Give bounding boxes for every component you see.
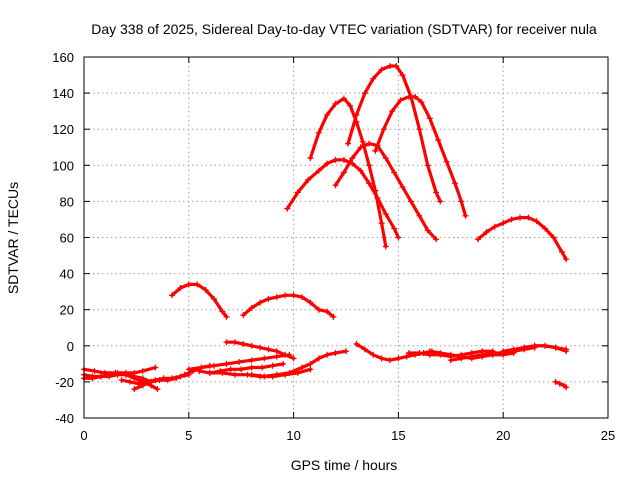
data-point-markers	[475, 214, 570, 263]
series-track-8	[475, 214, 570, 263]
series-track-25	[552, 378, 570, 391]
x-tick-label: 15	[391, 428, 405, 443]
x-axis-label: GPS time / hours	[291, 457, 398, 473]
x-tick-label: 25	[601, 428, 615, 443]
y-tick-label: 100	[52, 158, 74, 173]
series-track-24	[500, 342, 570, 355]
axes: 0 5 10 15 20 25 -40 -20 0 20 40 60 80 100 120 140 160	[52, 50, 615, 443]
data-point-markers	[332, 140, 440, 243]
data-point-markers	[372, 93, 469, 219]
series-line	[553, 380, 568, 389]
series-track-5	[332, 140, 440, 243]
y-tick-label: 40	[60, 267, 74, 282]
data-point-markers	[169, 281, 230, 320]
series-line	[250, 349, 348, 379]
y-tick-label: 160	[52, 50, 74, 65]
y-tick-label: -20	[55, 375, 74, 390]
data-point-markers	[240, 292, 337, 320]
series-track-3	[372, 93, 469, 219]
series-track-6	[169, 281, 230, 320]
series-track-2	[345, 63, 444, 205]
data-series	[81, 63, 570, 393]
data-point-markers	[284, 156, 402, 241]
y-tick-label: -40	[55, 411, 74, 426]
y-tick-label: 0	[67, 339, 74, 354]
data-point-markers	[500, 342, 570, 355]
x-tick-label: 0	[80, 428, 87, 443]
series-track-7	[240, 292, 337, 320]
series-track-18	[248, 348, 349, 380]
series-line	[476, 216, 568, 261]
data-point-markers	[185, 351, 293, 373]
x-tick-label: 5	[185, 428, 192, 443]
y-tick-label: 60	[60, 231, 74, 246]
data-point-markers	[307, 95, 389, 250]
series-track-4	[284, 156, 402, 241]
y-tick-label: 120	[52, 122, 74, 137]
chart-title: Day 338 of 2025, Sidereal Day-to-day VTE…	[91, 21, 597, 37]
series-line	[285, 158, 400, 240]
x-tick-label: 20	[496, 428, 510, 443]
y-tick-label: 80	[60, 194, 74, 209]
series-track-15	[185, 351, 293, 373]
y-tick-label: 140	[52, 86, 74, 101]
data-point-markers	[248, 348, 349, 380]
plot-frame	[83, 56, 609, 419]
data-point-markers	[552, 378, 570, 391]
y-axis-label: SDTVAR / TECUs	[5, 182, 21, 294]
y-tick-label: 20	[60, 303, 74, 318]
x-tick-label: 10	[286, 428, 300, 443]
